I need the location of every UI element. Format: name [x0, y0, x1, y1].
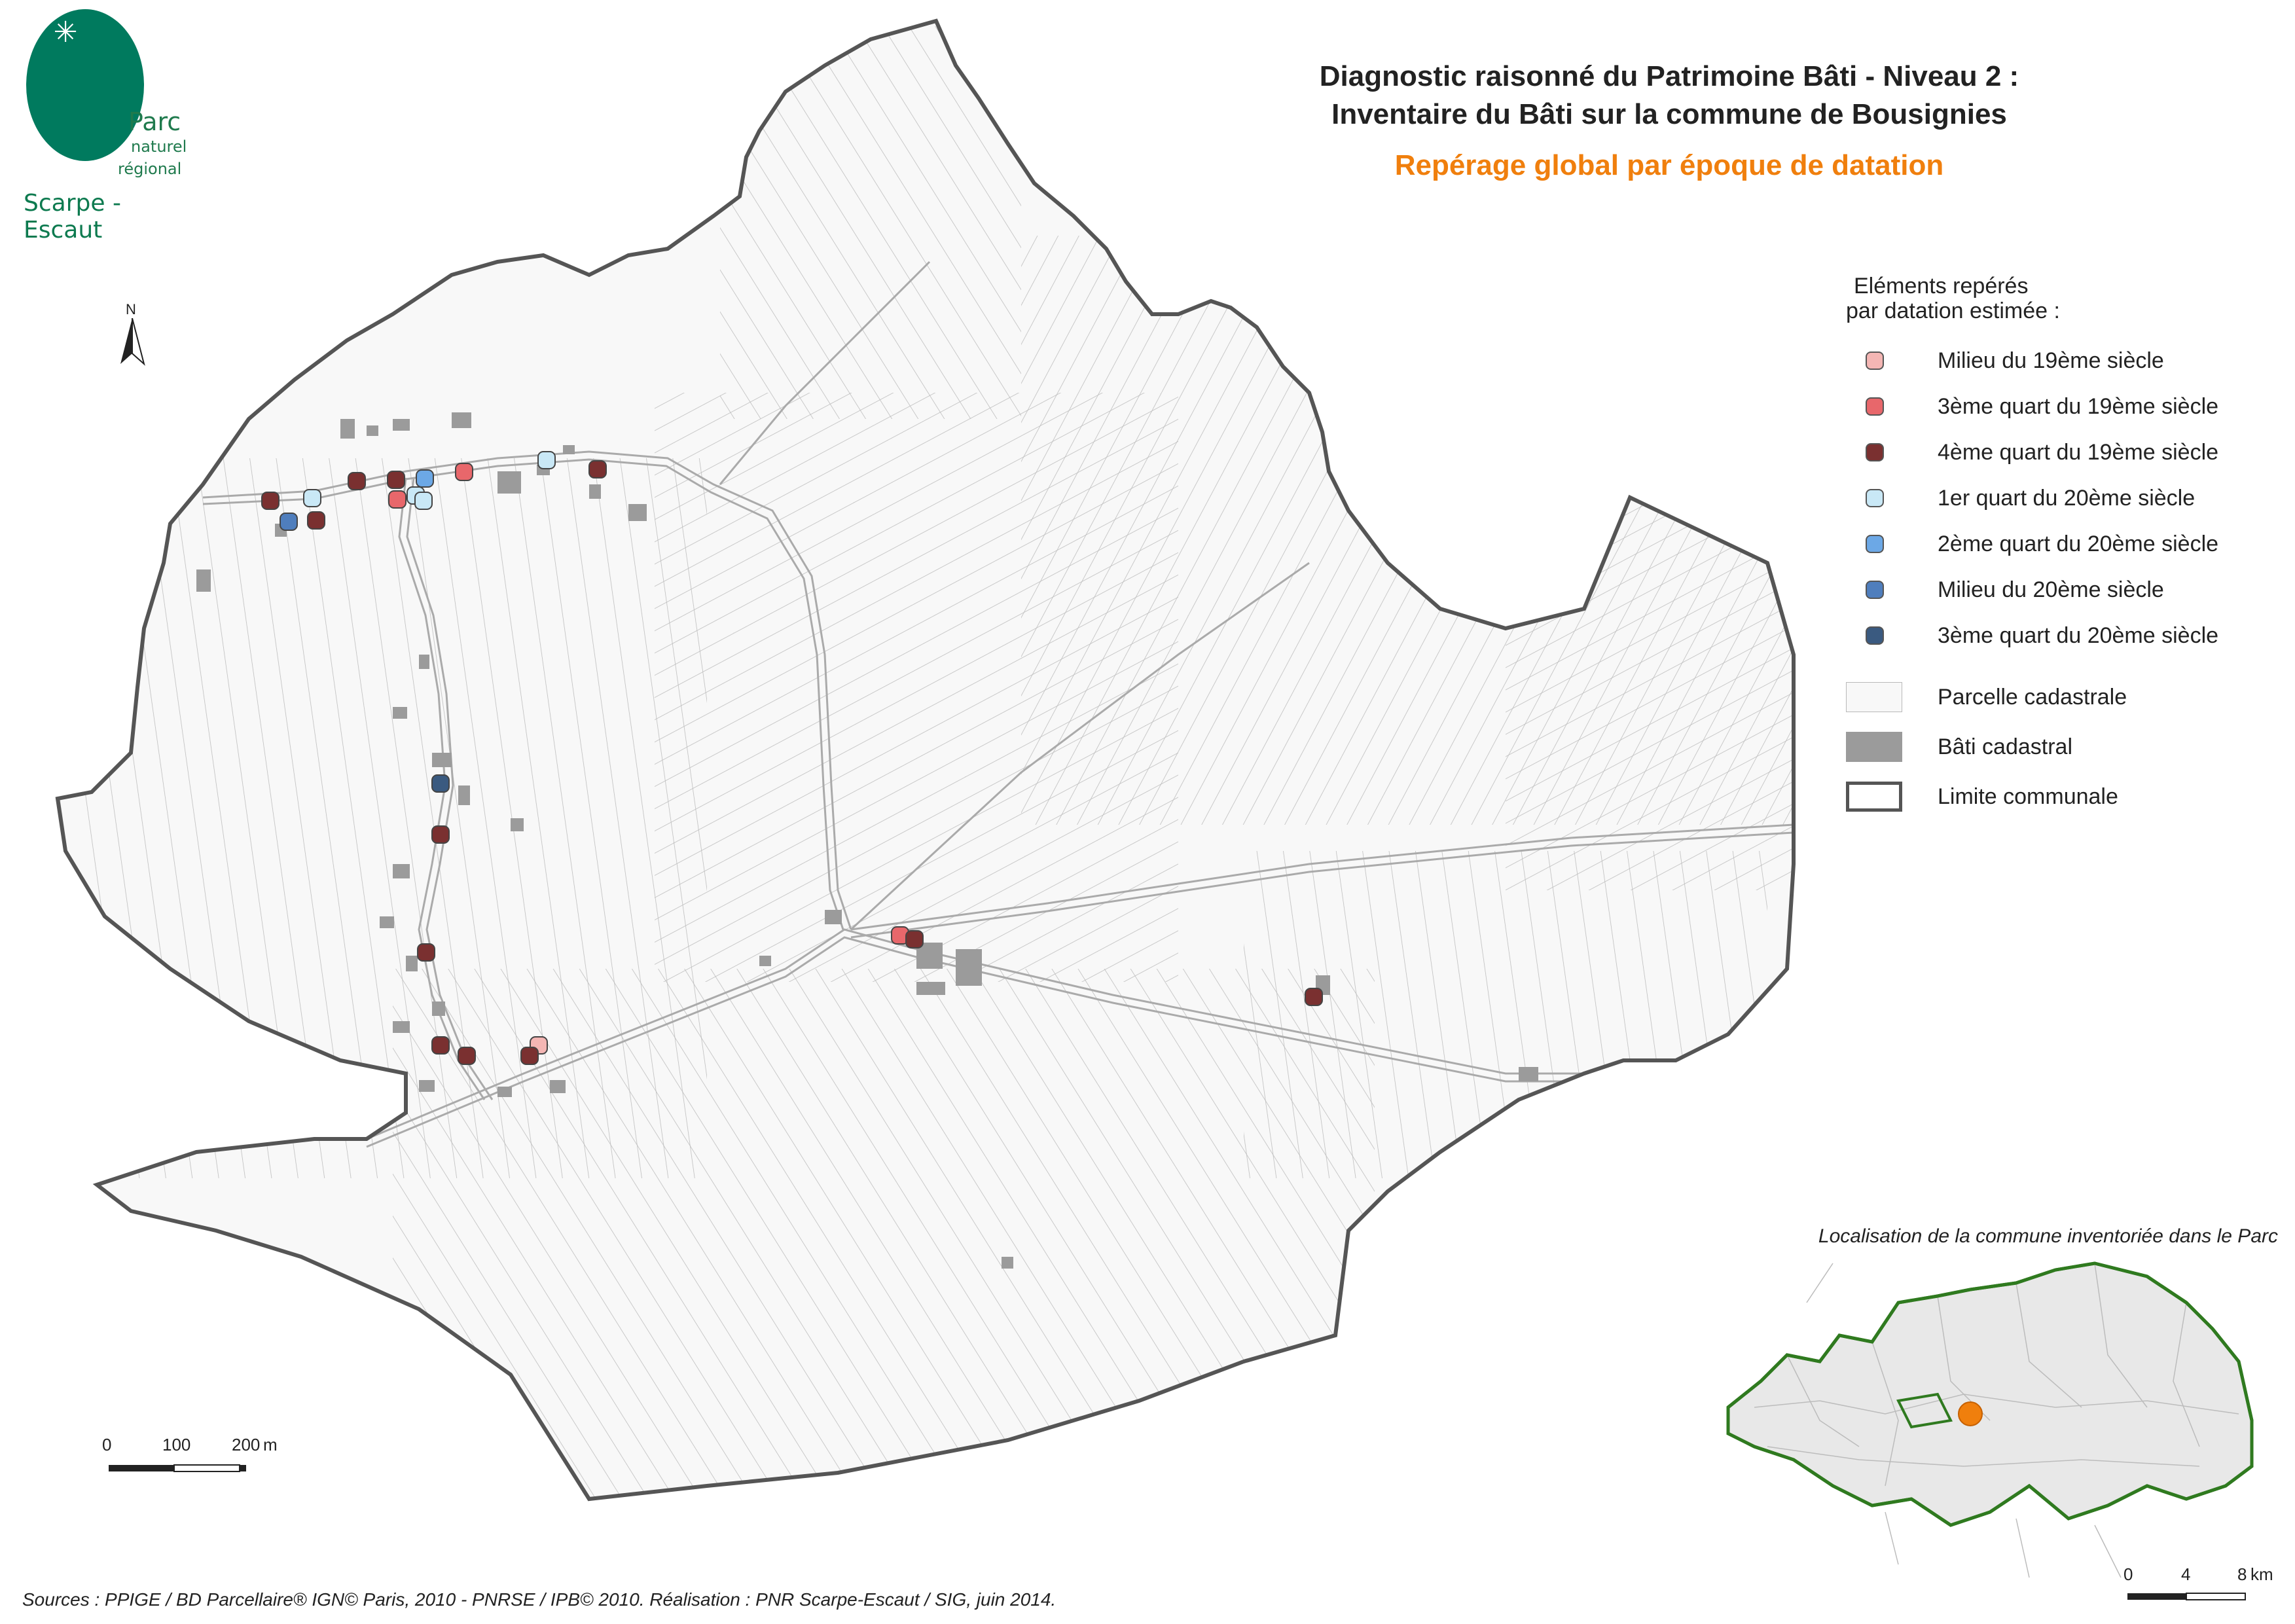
legend-swatch — [1866, 581, 1884, 599]
scale-bar: 0 100 200 m — [98, 1435, 295, 1487]
logo-line-4: Scarpe - Escaut — [24, 190, 121, 244]
legend-swatch-building — [1846, 732, 1902, 762]
legend-item: Milieu du 20ème siècle — [1846, 577, 2278, 604]
legend-item: 3ème quart du 20ème siècle — [1846, 623, 2278, 649]
legend-swatch — [1866, 352, 1884, 370]
marker-4eme-quart-19e — [348, 472, 366, 490]
legend-label: 3ème quart du 20ème siècle — [1938, 623, 2219, 648]
marker-3eme-quart-19e — [388, 490, 407, 509]
marker-4eme-quart-19e — [1305, 988, 1323, 1006]
park-logo: ✳ Parc naturel régional Scarpe - Escaut — [20, 9, 203, 244]
logo-line-3: régional — [118, 160, 182, 178]
legend-item: Milieu du 19ème siècle — [1846, 348, 2278, 374]
legend-item-building: Bâti cadastral — [1846, 732, 2278, 762]
marker-4eme-quart-19e — [588, 460, 607, 478]
legend-label: 1er quart du 20ème siècle — [1938, 486, 2196, 511]
map-subtitle: Repérage global par époque de datation — [1394, 149, 1944, 181]
heritage-markers — [261, 451, 1323, 1065]
legend-item-boundary: Limite communale — [1846, 782, 2278, 812]
inset-scale-unit: km — [2250, 1564, 2273, 1584]
marker-4eme-quart-19e — [431, 825, 450, 844]
logo-oval — [26, 9, 144, 161]
north-arrow: N — [118, 301, 147, 373]
marker-4eme-quart-19e — [387, 471, 405, 489]
marker-1er-quart-20e — [537, 451, 556, 469]
marker-4eme-quart-19e — [905, 930, 924, 948]
scale-tick-label: 100 — [162, 1435, 191, 1454]
inset-scale-tick-label: 4 — [2181, 1564, 2191, 1584]
scale-unit: m — [263, 1435, 278, 1454]
legend-label: Milieu du 20ème siècle — [1938, 577, 2164, 602]
legend: Eléments repérés par datation estimée : … — [1846, 272, 2278, 829]
inset-caption: Localisation de la commune inventoriée d… — [1818, 1225, 2278, 1247]
legend-item: 2ème quart du 20ème siècle — [1846, 532, 2278, 558]
marker-1er-quart-20e — [414, 492, 433, 510]
legend-label: 4ème quart du 19ème siècle — [1938, 440, 2219, 465]
commune-boundary — [55, 18, 1796, 1502]
marker-3eme-quart-20e — [431, 774, 450, 793]
marker-4eme-quart-19e — [458, 1047, 476, 1065]
legend-swatch-boundary — [1846, 782, 1902, 812]
inner-park-outline — [1896, 1392, 1953, 1429]
scale-tick-label: 200 — [232, 1435, 261, 1454]
legend-label: Limite communale — [1938, 784, 2118, 809]
marker-4eme-quart-19e — [417, 943, 435, 962]
marker-4eme-quart-19e — [307, 511, 325, 530]
marker-4eme-quart-19e — [520, 1047, 539, 1065]
marker-4eme-quart-19e — [261, 492, 280, 510]
legend-swatch — [1866, 489, 1884, 507]
logo-line-1: Parc — [128, 107, 181, 136]
legend-swatch — [1866, 535, 1884, 553]
inset-scale-bar: 0 4 8 km — [2121, 1564, 2291, 1617]
legend-swatch — [1866, 397, 1884, 416]
legend-label: 3ème quart du 19ème siècle — [1938, 394, 2219, 419]
marker-1er-quart-20e — [303, 489, 321, 507]
parcel-lines — [58, 26, 1794, 1499]
map-title-line-1: Diagnostic raisonné du Patrimoine Bâti -… — [1319, 60, 2019, 92]
legend-heading-1: Eléments repérés — [1854, 274, 2029, 298]
legend-label: Milieu du 19ème siècle — [1938, 348, 2164, 373]
north-label: N — [126, 301, 136, 317]
marker-3eme-quart-19e — [455, 463, 473, 481]
logo-line-2: naturel — [131, 137, 187, 156]
park-location-inset[interactable] — [1689, 1250, 2278, 1591]
legend-heading-2: par datation estimée : — [1846, 298, 2060, 323]
inset-scale-bar-graphic — [2127, 1593, 2246, 1600]
legend-label: Bâti cadastral — [1938, 734, 2072, 759]
inset-scale-tick-label: 8 — [2237, 1564, 2247, 1584]
marker-2eme-quart-20e — [416, 469, 434, 488]
inset-scale-tick-label: 0 — [2123, 1564, 2133, 1584]
bousignies-highlight — [1958, 1401, 1983, 1426]
map-title-line-2: Inventaire du Bâti sur la commune de Bou… — [1331, 98, 2007, 130]
scale-tick-label: 0 — [102, 1435, 112, 1454]
sources-note: Sources : PPIGE / BD Parcellaire® IGN© P… — [22, 1589, 1057, 1610]
legend-item: 4ème quart du 19ème siècle — [1846, 440, 2278, 466]
legend-label: Parcelle cadastrale — [1938, 685, 2127, 710]
legend-item: 1er quart du 20ème siècle — [1846, 486, 2278, 512]
marker-4eme-quart-19e — [431, 1036, 450, 1055]
legend-swatch-parcel — [1846, 682, 1902, 712]
legend-label: 2ème quart du 20ème siècle — [1938, 532, 2219, 556]
legend-swatch — [1866, 443, 1884, 461]
scale-bar-graphic — [109, 1464, 246, 1472]
legend-swatch — [1866, 626, 1884, 645]
legend-item: 3ème quart du 19ème siècle — [1846, 394, 2278, 420]
star-icon: ✳ — [53, 16, 78, 48]
park-communes — [1754, 1263, 2239, 1578]
north-arrow-icon — [120, 318, 145, 366]
marker-milieu-20e — [280, 513, 298, 531]
park-outline — [1726, 1261, 2254, 1527]
legend-item-parcel: Parcelle cadastrale — [1846, 682, 2278, 712]
